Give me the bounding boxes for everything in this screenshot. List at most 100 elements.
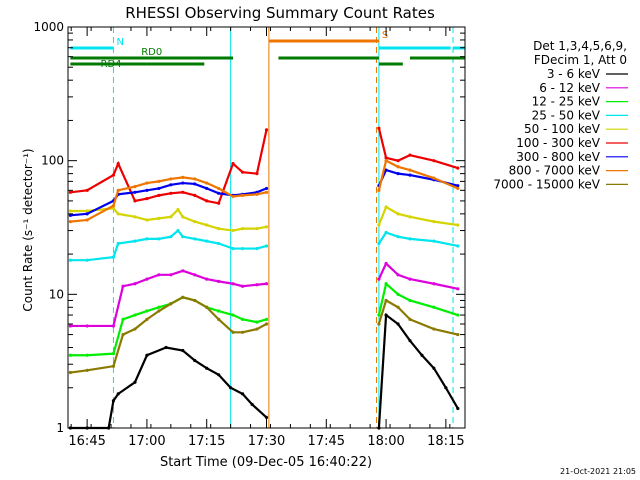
data-point (133, 239, 137, 243)
data-point (176, 208, 180, 212)
series-100-300keV (68, 126, 460, 205)
series-3-6keV (68, 312, 460, 430)
data-point (456, 184, 460, 188)
data-point (396, 235, 400, 239)
data-point (240, 170, 245, 174)
data-point (133, 282, 137, 286)
data-point (264, 128, 269, 132)
data-point (231, 194, 235, 199)
series-line (377, 127, 459, 170)
legend-entry-label: 6 - 12 keV (539, 81, 601, 95)
flag-vertical-lines (112, 27, 454, 428)
data-point (111, 364, 116, 368)
data-point (396, 273, 400, 277)
data-point (181, 269, 185, 273)
data-point (240, 317, 245, 321)
data-point (408, 317, 412, 321)
series-layer (68, 126, 460, 430)
data-point (121, 284, 125, 288)
data-point (384, 298, 388, 303)
data-point (111, 173, 116, 177)
data-point (68, 370, 72, 375)
series-line (377, 159, 459, 191)
data-point (116, 392, 120, 396)
data-point (240, 246, 245, 251)
data-point (456, 332, 460, 337)
data-point (240, 193, 245, 197)
data-point (240, 284, 245, 288)
data-point (68, 324, 72, 328)
data-point (85, 188, 89, 192)
data-point (396, 165, 400, 169)
flag-bars: N S RD0 RD4 (70, 30, 465, 70)
footer-timestamp: 21-Oct-2021 21:05 (560, 467, 636, 476)
data-point (205, 223, 209, 227)
data-point (217, 227, 221, 231)
data-point (157, 179, 161, 183)
legend: Det 1,3,4,5,6,9,FDecim 1, Att 03 - 6 keV… (493, 39, 628, 191)
data-point (384, 230, 388, 235)
data-point (169, 302, 173, 306)
data-point (181, 295, 185, 299)
data-point (456, 313, 460, 317)
data-point (145, 277, 149, 281)
data-point (205, 181, 209, 185)
data-point (68, 190, 72, 194)
data-point (193, 177, 197, 181)
data-point (116, 212, 120, 216)
data-point (432, 305, 436, 309)
y-tick-label: 10 (49, 287, 64, 301)
data-point (456, 186, 460, 191)
data-point (377, 313, 381, 317)
x-tick-label: 18:15 (427, 434, 464, 449)
data-point (157, 193, 161, 197)
series-7000-15000keV (68, 295, 460, 375)
data-point (111, 255, 116, 259)
data-point (377, 241, 381, 246)
data-point (68, 209, 72, 213)
flag-label-S: S (382, 30, 388, 41)
data-point (255, 172, 259, 176)
data-point (133, 190, 137, 194)
data-point (264, 322, 269, 326)
data-point (193, 273, 197, 277)
data-point (255, 283, 259, 287)
series-line (70, 129, 268, 205)
data-point (217, 241, 221, 246)
data-point (133, 184, 137, 189)
series-50-100keV (68, 205, 460, 233)
data-point (169, 273, 173, 277)
data-point (384, 313, 388, 317)
data-point (145, 353, 149, 357)
series-line (377, 205, 458, 227)
data-point (432, 239, 436, 243)
data-point (408, 298, 412, 303)
data-point (384, 282, 388, 286)
data-point (121, 317, 125, 321)
data-point (85, 353, 89, 357)
x-axis-label: Start Time (09-Dec-05 16:40:22) (160, 455, 372, 470)
data-point (169, 215, 173, 219)
data-point (205, 239, 209, 243)
data-point (264, 190, 269, 194)
legend-header-line: FDecim 1, Att 0 (534, 53, 627, 67)
data-point (157, 237, 161, 241)
data-point (408, 153, 412, 157)
legend-entry-label: 50 - 100 keV (524, 122, 601, 136)
data-point (121, 332, 125, 337)
data-point (377, 322, 381, 326)
data-point (396, 159, 400, 163)
data-point (250, 402, 254, 407)
data-point (384, 261, 388, 266)
data-point (116, 241, 120, 246)
data-point (111, 324, 116, 328)
data-point (169, 177, 173, 181)
data-point (176, 228, 180, 233)
data-point (432, 327, 436, 331)
data-point (157, 186, 161, 191)
chart-title: RHESSI Observing Summary Count Rates (125, 4, 435, 22)
data-point (68, 258, 72, 262)
data-point (240, 392, 245, 396)
data-point (432, 366, 436, 370)
data-point (68, 213, 72, 217)
